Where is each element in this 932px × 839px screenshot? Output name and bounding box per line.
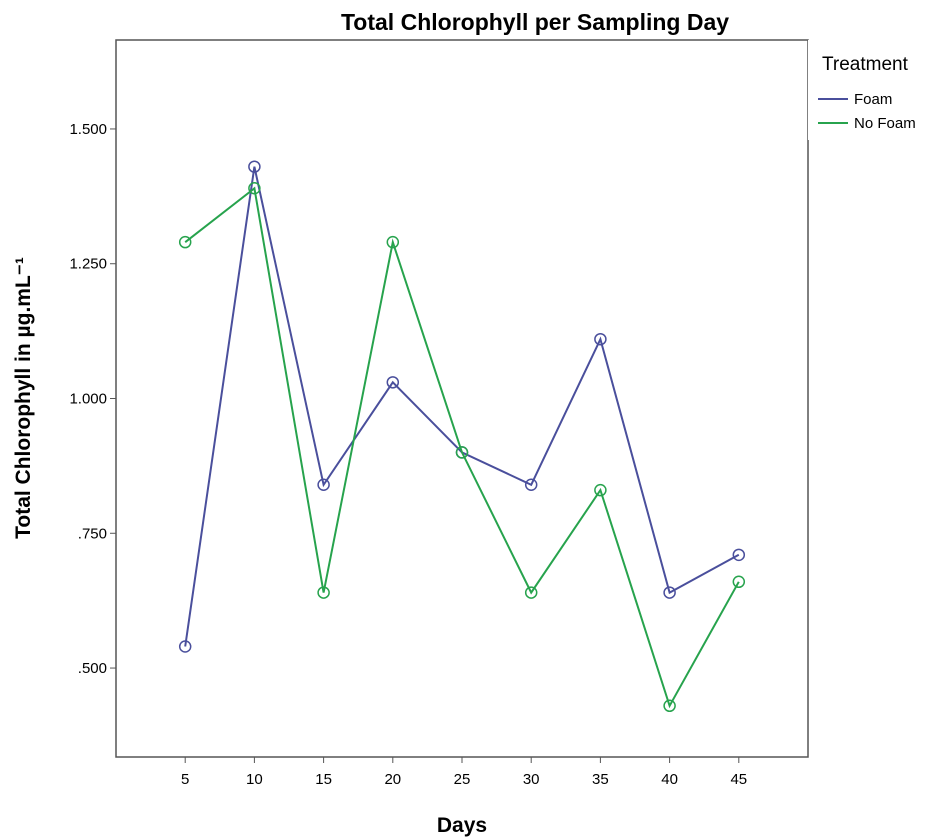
data-point-no-foam bbox=[594, 483, 607, 497]
data-point-no-foam bbox=[317, 586, 330, 599]
legend-title: Treatment bbox=[822, 54, 909, 75]
y-tick-label: 1.500 bbox=[69, 121, 107, 138]
x-axis: 5 10 15 20 25 30 35 40 45 bbox=[181, 757, 747, 788]
data-point-foam bbox=[317, 478, 330, 492]
data-point-foam bbox=[524, 478, 538, 492]
x-tick-label: 35 bbox=[592, 771, 609, 788]
legend-label: Foam bbox=[854, 91, 892, 108]
data-point-foam bbox=[594, 332, 607, 346]
x-tick-label: 10 bbox=[246, 771, 263, 788]
data-point-foam bbox=[248, 160, 261, 173]
y-axis: .500 .750 1.000 1.250 1.500 bbox=[69, 121, 116, 677]
x-tick-label: 45 bbox=[730, 771, 747, 788]
data-point-no-foam bbox=[663, 699, 676, 713]
data-point-no-foam bbox=[178, 235, 192, 249]
x-tick-label: 25 bbox=[454, 771, 471, 788]
legend: Treatment Foam No Foam bbox=[808, 40, 932, 140]
plot-area bbox=[115, 39, 809, 758]
y-tick-label: .750 bbox=[78, 525, 107, 542]
y-tick-label: 1.250 bbox=[69, 256, 107, 273]
legend-item-foam: Foam bbox=[818, 91, 892, 108]
data-point-foam bbox=[386, 376, 400, 389]
data-point-foam bbox=[663, 586, 676, 599]
chart-title: Total Chlorophyll per Sampling Day bbox=[341, 9, 729, 35]
series-line-no-foam bbox=[184, 186, 740, 709]
data-point-foam bbox=[732, 548, 746, 562]
x-tick-label: 40 bbox=[661, 771, 678, 788]
data-point-no-foam bbox=[248, 182, 261, 195]
data-point-no-foam bbox=[524, 586, 538, 599]
series-layer bbox=[178, 160, 746, 713]
y-axis-title: Total Chlorophyll in µg.mL⁻¹ bbox=[12, 257, 35, 539]
legend-label: No Foam bbox=[854, 115, 916, 132]
data-point-no-foam bbox=[386, 235, 400, 249]
legend-items: Foam No Foam bbox=[818, 91, 916, 132]
data-point-foam bbox=[178, 640, 192, 653]
y-tick-label: 1.000 bbox=[69, 391, 107, 408]
x-tick-label: 5 bbox=[181, 771, 189, 788]
data-point-no-foam bbox=[455, 446, 469, 459]
legend-item-no-foam: No Foam bbox=[818, 115, 916, 132]
x-tick-label: 20 bbox=[384, 771, 401, 788]
x-tick-label: 30 bbox=[523, 771, 540, 788]
y-tick-label: .500 bbox=[78, 660, 107, 677]
data-point-no-foam bbox=[732, 575, 746, 589]
x-axis-title: Days bbox=[437, 814, 487, 837]
series-no-foam bbox=[178, 182, 746, 713]
x-tick-label: 15 bbox=[315, 771, 332, 788]
